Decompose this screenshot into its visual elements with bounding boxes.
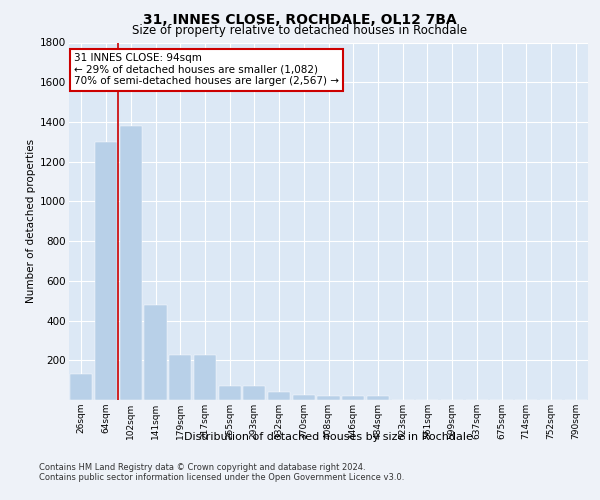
Bar — [367, 396, 389, 400]
Text: Size of property relative to detached houses in Rochdale: Size of property relative to detached ho… — [133, 24, 467, 37]
Bar — [317, 396, 340, 400]
Text: 31 INNES CLOSE: 94sqm
← 29% of detached houses are smaller (1,082)
70% of semi-d: 31 INNES CLOSE: 94sqm ← 29% of detached … — [74, 53, 339, 86]
Bar — [243, 386, 265, 400]
Text: Distribution of detached houses by size in Rochdale: Distribution of detached houses by size … — [184, 432, 473, 442]
Bar — [70, 374, 92, 400]
Bar — [218, 386, 241, 400]
Text: 31, INNES CLOSE, ROCHDALE, OL12 7BA: 31, INNES CLOSE, ROCHDALE, OL12 7BA — [143, 12, 457, 26]
Bar — [268, 392, 290, 400]
Text: Contains HM Land Registry data © Crown copyright and database right 2024.: Contains HM Land Registry data © Crown c… — [39, 462, 365, 471]
Bar — [293, 395, 315, 400]
Bar — [169, 356, 191, 400]
Bar — [95, 142, 117, 400]
Bar — [194, 356, 216, 400]
Y-axis label: Number of detached properties: Number of detached properties — [26, 139, 36, 304]
Bar — [145, 304, 167, 400]
Bar — [342, 396, 364, 400]
Text: Contains public sector information licensed under the Open Government Licence v3: Contains public sector information licen… — [39, 472, 404, 482]
Bar — [119, 126, 142, 400]
